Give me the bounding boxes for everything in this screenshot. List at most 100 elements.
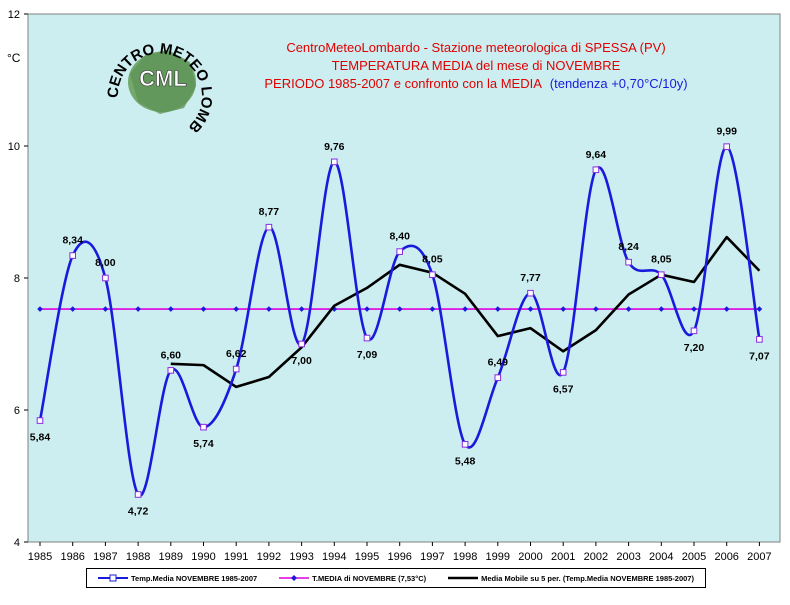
x-tick-label: 1989 (159, 551, 183, 563)
x-tick-label: 1998 (453, 551, 477, 563)
legend-label-media-mobile: Media Mobile su 5 per. (Temp.Media NOVEM… (481, 573, 694, 583)
series-temp-media-marker (232, 365, 240, 373)
series-temp-media-marker (298, 340, 305, 348)
series-t-media-marker (266, 306, 272, 312)
x-tick-label: 1997 (420, 551, 444, 563)
x-tick-label: 2000 (518, 551, 542, 563)
series-temp-media-marker (527, 289, 534, 297)
legend: Temp.Media NOVEMBRE 1985-2007 T.MEDIA di… (86, 568, 706, 588)
x-tick-label: 1995 (355, 551, 379, 563)
data-label: 9,64 (586, 149, 607, 161)
series-t-media-marker (168, 306, 174, 312)
series-temp-media-marker (167, 367, 175, 374)
x-tick-label: 2006 (714, 551, 738, 563)
y-axis-label: °C (7, 51, 21, 65)
series-temp-media-marker (363, 334, 371, 342)
y-tick-label: 12 (8, 9, 20, 21)
data-label: 5,48 (455, 455, 476, 467)
x-tick-label: 1996 (387, 551, 411, 563)
series-t-media-marker (756, 306, 763, 312)
series-t-media-marker (364, 306, 370, 312)
x-tick-label: 1994 (322, 551, 346, 563)
series-temp-media-marker (331, 158, 338, 166)
data-label: 6,49 (488, 357, 509, 369)
data-label: 8,77 (259, 206, 280, 218)
x-tick-label: 2002 (584, 551, 608, 563)
title-line-3: PERIODO 1985-2007 e confronto con la MED… (264, 76, 687, 91)
series-temp-media-marker (429, 271, 436, 278)
data-label: 6,57 (553, 383, 574, 395)
data-label: 6,62 (226, 348, 247, 360)
x-tick-label: 2005 (682, 551, 706, 563)
title-line-2: TEMPERATURA MEDIA del mese di NOVEMBRE (332, 58, 621, 73)
data-label-layer: 5,84 8,34 8,00 4,72 6,60 5,74 6,62 8,77 7,00 9,76… (30, 126, 770, 518)
data-label: 8,34 (62, 235, 83, 247)
series-t-media-marker (396, 306, 403, 312)
legend-item-temp-media: Temp.Media NOVEMBRE 1985-2007 (98, 573, 257, 583)
data-label: 7,00 (291, 355, 312, 367)
x-tick-label: 1991 (224, 551, 248, 563)
series-temp-media-marker (200, 423, 207, 431)
data-label: 7,20 (684, 342, 705, 354)
series-t-media-marker (495, 306, 501, 312)
series-t-media-marker (691, 306, 697, 312)
title-line-3-text: PERIODO 1985-2007 e confronto con la MED… (264, 76, 542, 91)
x-tick-label: 1985 (28, 551, 52, 563)
series-t-media-marker (233, 306, 239, 312)
series-temp-media-marker (592, 166, 600, 174)
series-temp-media-marker (756, 336, 763, 343)
series-temp-media-marker (559, 369, 567, 376)
series-t-media-marker (625, 306, 632, 312)
series-t-media-marker (429, 306, 436, 312)
series-t-media-marker (69, 306, 76, 312)
series-t-media-marker (462, 306, 468, 312)
series-temp-media-marker (265, 223, 273, 231)
logo-monogram: CML (139, 66, 187, 91)
series-temp-media-marker (36, 417, 44, 424)
data-label: 8,05 (422, 254, 443, 266)
logo-map-outline (130, 50, 196, 114)
series-t-media-marker (658, 306, 665, 312)
data-label: 8,24 (618, 241, 639, 253)
series-t-media-marker (102, 306, 109, 312)
data-label: 9,99 (716, 126, 737, 138)
series-temp-media-marker (690, 327, 698, 335)
x-tick-label: 2003 (616, 551, 640, 563)
series-t-media-marker (135, 306, 141, 312)
legend-swatch-t-media (279, 575, 310, 581)
x-tick-label: 1990 (191, 551, 215, 563)
data-label: 7,07 (749, 350, 770, 362)
data-label: 9,76 (324, 141, 345, 153)
series-t-media-marker (37, 306, 43, 312)
series-temp-media-marker (134, 491, 142, 498)
data-label: 8,05 (651, 254, 672, 266)
legend-swatch-media-mobile (448, 576, 479, 580)
series-temp-media-marker (723, 143, 731, 150)
y-tick-label: 10 (8, 141, 20, 153)
x-tick-label: 1988 (126, 551, 150, 563)
data-label: 8,00 (95, 257, 116, 269)
title-trend: (tendenza +0,70°C/10y) (550, 76, 688, 91)
series-temp-media-marker (102, 274, 109, 282)
y-tick-label: 8 (14, 273, 20, 285)
x-tick-label: 2001 (551, 551, 575, 563)
title-line-1: CentroMeteoLombardo - Stazione meteorolo… (286, 40, 665, 55)
series-temp-media-marker (658, 271, 665, 278)
axis-layer: 4 6 8 10 12 1985 1986 1987 1988 1989 1990 1991 1992 1… (8, 9, 772, 563)
series-layer (36, 143, 763, 498)
series-t-media-marker (298, 306, 305, 312)
data-label: 5,84 (30, 432, 51, 444)
data-label: 4,72 (128, 505, 149, 517)
series-temp-media-marker (396, 248, 403, 255)
y-tick-label: 6 (14, 405, 20, 417)
data-label: 6,60 (161, 349, 182, 361)
x-tick-label: 1993 (289, 551, 313, 563)
series-t-media-marker (593, 306, 599, 312)
legend-item-media-mobile: Media Mobile su 5 per. (Temp.Media NOVEM… (448, 573, 694, 583)
series-temp-media-marker (461, 441, 469, 448)
y-tick-label: 4 (14, 537, 20, 549)
x-tick-label: 1999 (486, 551, 510, 563)
data-label: 5,74 (193, 438, 214, 450)
